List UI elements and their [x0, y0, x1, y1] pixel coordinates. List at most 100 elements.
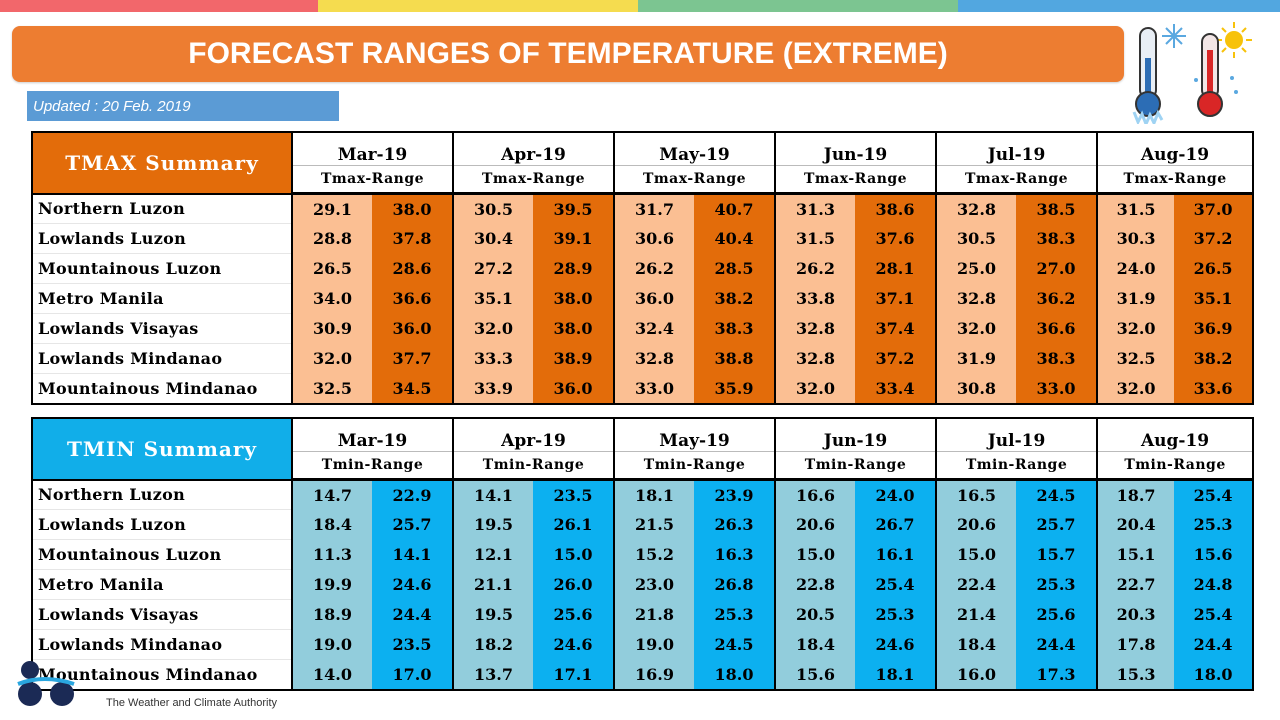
- range-high-cell: 40.4: [694, 223, 777, 254]
- range-low-cell: 32.8: [774, 343, 856, 374]
- range-high-cell: 17.3: [1016, 659, 1099, 691]
- tmin-summary-table: TMIN Summary Mar-19 Apr-19 May-19 Jun-19…: [31, 417, 1255, 691]
- range-low-cell: 18.1: [613, 479, 695, 510]
- range-low-cell: 33.8: [774, 283, 856, 314]
- range-high-cell: 26.8: [694, 569, 777, 600]
- range-high-cell: 25.6: [533, 599, 616, 630]
- range-high-cell: 18.0: [694, 659, 777, 691]
- hot-thermometer-icon: [1194, 22, 1252, 117]
- stripe-green: [638, 0, 958, 12]
- range-high-cell: 16.3: [694, 539, 777, 570]
- range-high-cell: 24.4: [1174, 629, 1255, 660]
- footer-tagline: The Weather and Climate Authority: [106, 697, 277, 709]
- table-row: Northern Luzon 29.1 38.0 30.5 39.5 31.7 40.7 31…: [31, 193, 1255, 224]
- range-low-cell: 18.7: [1096, 479, 1175, 510]
- range-high-cell: 24.6: [372, 569, 455, 600]
- tmax-month-header: May-19: [613, 131, 777, 166]
- range-low-cell: 20.6: [935, 509, 1017, 540]
- range-high-cell: 36.0: [372, 313, 455, 344]
- region-label: Lowlands Visayas: [31, 313, 293, 344]
- range-low-cell: 13.7: [452, 659, 534, 691]
- tmax-range-label: Tmax-Range: [613, 165, 777, 195]
- table-row: Northern Luzon 14.7 22.9 14.1 23.5 18.1 23.9 16…: [31, 479, 1255, 510]
- table-row: Mountainous Mindanao 32.5 34.5 33.9 36.0 33.0…: [31, 373, 1255, 405]
- range-high-cell: 23.9: [694, 479, 777, 510]
- range-low-cell: 30.3: [1096, 223, 1175, 254]
- range-low-cell: 32.0: [774, 373, 856, 405]
- tmin-range-label: Tmin-Range: [935, 451, 1099, 481]
- region-label: Mountainous Mindanao: [31, 659, 293, 691]
- range-high-cell: 25.3: [855, 599, 938, 630]
- tmax-summary-label: TMAX Summary: [31, 131, 293, 195]
- range-low-cell: 22.4: [935, 569, 1017, 600]
- range-low-cell: 15.3: [1096, 659, 1175, 691]
- range-high-cell: 15.6: [1174, 539, 1255, 570]
- tmax-month-header: Jul-19: [935, 131, 1099, 166]
- tmin-table-body: Northern Luzon 14.7 22.9 14.1 23.5 18.1 23.9 16…: [31, 479, 1255, 691]
- tmax-month-header: Jun-19: [774, 131, 938, 166]
- range-low-cell: 32.0: [935, 313, 1017, 344]
- table-row: Metro Manila 34.0 36.6 35.1 38.0 36.0 38.2 33.8…: [31, 283, 1255, 314]
- range-high-cell: 16.1: [855, 539, 938, 570]
- range-high-cell: 38.8: [694, 343, 777, 374]
- tmin-month-header: Mar-19: [290, 417, 455, 452]
- range-low-cell: 19.0: [613, 629, 695, 660]
- range-low-cell: 21.1: [452, 569, 534, 600]
- range-high-cell: 14.1: [372, 539, 455, 570]
- range-low-cell: 33.3: [452, 343, 534, 374]
- stripe-yellow: [318, 0, 638, 12]
- region-label: Mountainous Luzon: [31, 539, 293, 570]
- tmax-range-label: Tmax-Range: [290, 165, 455, 195]
- range-high-cell: 36.6: [1016, 313, 1099, 344]
- range-low-cell: 18.2: [452, 629, 534, 660]
- range-low-cell: 31.9: [1096, 283, 1175, 314]
- range-high-cell: 40.7: [694, 193, 777, 224]
- range-low-cell: 11.3: [291, 539, 372, 570]
- table-row: Mountainous Mindanao 14.0 17.0 13.7 17.1 16.9…: [31, 659, 1255, 691]
- range-high-cell: 24.5: [1016, 479, 1099, 510]
- table-row: Lowlands Luzon 28.8 37.8 30.4 39.1 30.6 40.4 31…: [31, 223, 1255, 254]
- region-label: Mountainous Mindanao: [31, 373, 293, 405]
- range-high-cell: 38.0: [533, 313, 616, 344]
- range-low-cell: 22.7: [1096, 569, 1175, 600]
- range-low-cell: 21.4: [935, 599, 1017, 630]
- range-high-cell: 38.9: [533, 343, 616, 374]
- range-high-cell: 18.1: [855, 659, 938, 691]
- range-low-cell: 29.1: [291, 193, 372, 224]
- range-low-cell: 32.0: [291, 343, 372, 374]
- range-low-cell: 21.8: [613, 599, 695, 630]
- range-low-cell: 31.5: [774, 223, 856, 254]
- range-high-cell: 24.0: [855, 479, 938, 510]
- range-high-cell: 17.1: [533, 659, 616, 691]
- range-low-cell: 36.0: [613, 283, 695, 314]
- range-low-cell: 33.0: [613, 373, 695, 405]
- range-high-cell: 37.4: [855, 313, 938, 344]
- range-high-cell: 38.0: [372, 193, 455, 224]
- range-low-cell: 32.0: [1096, 313, 1175, 344]
- table-row: Lowlands Mindanao 19.0 23.5 18.2 24.6 19.0 24.…: [31, 629, 1255, 660]
- range-high-cell: 15.0: [533, 539, 616, 570]
- range-high-cell: 37.2: [1174, 223, 1255, 254]
- range-high-cell: 38.3: [694, 313, 777, 344]
- region-label: Metro Manila: [31, 569, 293, 600]
- table-row: Lowlands Visayas 18.9 24.4 19.5 25.6 21.8 25.3…: [31, 599, 1255, 630]
- range-low-cell: 27.2: [452, 253, 534, 284]
- range-high-cell: 37.7: [372, 343, 455, 374]
- stripe-blue: [958, 0, 1280, 12]
- range-low-cell: 31.3: [774, 193, 856, 224]
- range-high-cell: 24.6: [855, 629, 938, 660]
- range-low-cell: 17.8: [1096, 629, 1175, 660]
- range-low-cell: 15.2: [613, 539, 695, 570]
- range-high-cell: 23.5: [533, 479, 616, 510]
- tmax-month-header: Aug-19: [1096, 131, 1255, 166]
- range-high-cell: 33.4: [855, 373, 938, 405]
- range-low-cell: 32.5: [291, 373, 372, 405]
- tmin-month-header: Jun-19: [774, 417, 938, 452]
- range-low-cell: 18.9: [291, 599, 372, 630]
- range-low-cell: 30.5: [452, 193, 534, 224]
- range-low-cell: 19.5: [452, 509, 534, 540]
- range-high-cell: 39.1: [533, 223, 616, 254]
- tmax-range-label: Tmax-Range: [774, 165, 938, 195]
- range-high-cell: 25.6: [1016, 599, 1099, 630]
- range-high-cell: 26.5: [1174, 253, 1255, 284]
